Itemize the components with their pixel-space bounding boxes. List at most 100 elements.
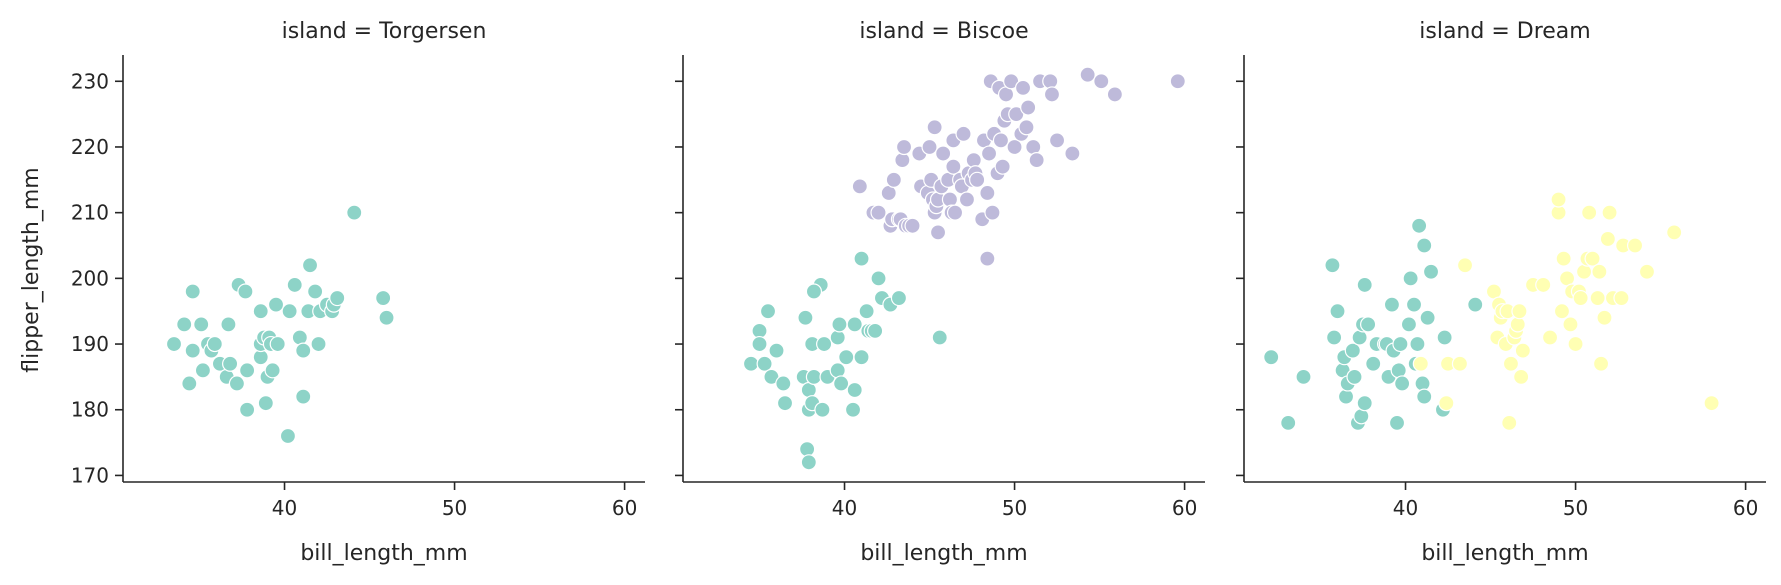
data-point — [800, 454, 817, 471]
data-point — [756, 355, 773, 372]
data-point — [286, 276, 303, 294]
data-point — [946, 204, 964, 221]
data-point — [1555, 250, 1572, 267]
x-tick-label: 50 — [1563, 496, 1588, 520]
x-tick-label: 40 — [1393, 496, 1418, 520]
y-axis-label: flipper_length_mm — [19, 167, 44, 372]
data-point — [759, 303, 777, 320]
panel-title: island = Dream — [1419, 19, 1590, 44]
data-point — [1329, 303, 1346, 320]
data-point — [1567, 335, 1584, 353]
data-point — [1025, 138, 1042, 156]
data-point — [1356, 395, 1373, 412]
data-point — [742, 355, 760, 372]
data-point — [281, 303, 298, 320]
data-point — [1572, 289, 1589, 307]
data-point — [222, 355, 239, 372]
data-point — [1079, 66, 1096, 83]
data-point — [176, 316, 193, 333]
data-point — [239, 401, 256, 418]
data-point — [291, 329, 308, 346]
data-point — [1400, 316, 1418, 333]
data-point — [858, 303, 875, 320]
data-point — [1106, 86, 1123, 103]
data-point — [846, 316, 863, 333]
data-point — [895, 138, 913, 156]
data-point — [867, 322, 884, 340]
data-point — [1513, 368, 1530, 385]
data-point — [1501, 414, 1518, 431]
data-point — [929, 224, 947, 241]
facet-panel: island = Torgersen 170 180 190 200 210 220 230 4… — [71, 19, 645, 566]
data-point — [1064, 145, 1081, 162]
data-point — [776, 395, 794, 412]
panel-title: island = Biscoe — [859, 19, 1028, 44]
data-point — [814, 401, 831, 418]
data-point — [1043, 86, 1061, 103]
data-point — [1467, 296, 1484, 313]
data-point — [1411, 217, 1428, 234]
data-point — [267, 296, 285, 313]
data-point — [295, 388, 312, 405]
data-point — [1351, 329, 1368, 346]
y-tick-label: 220 — [71, 135, 109, 159]
data-point — [1438, 395, 1455, 412]
data-point — [1326, 329, 1343, 346]
data-point — [931, 329, 948, 346]
data-point — [184, 342, 201, 359]
data-point — [1280, 414, 1297, 431]
data-point — [1412, 355, 1429, 372]
data-point — [1365, 355, 1382, 372]
data-point — [1416, 237, 1433, 254]
data-point — [844, 401, 862, 418]
data-point — [1562, 316, 1579, 333]
data-point — [846, 381, 863, 399]
data-point — [1356, 276, 1373, 294]
data-point — [269, 335, 286, 353]
x-tick-label: 50 — [1002, 496, 1027, 520]
data-point — [1599, 230, 1616, 248]
y-tick-label: 170 — [71, 463, 109, 487]
data-point — [1581, 204, 1598, 221]
data-point — [1535, 276, 1552, 294]
data-point — [1020, 99, 1037, 116]
x-tick-label: 40 — [832, 496, 857, 520]
data-point — [945, 158, 962, 175]
data-point — [969, 171, 986, 188]
data-point — [979, 250, 996, 267]
data-point — [870, 204, 887, 221]
data-point — [921, 138, 938, 156]
x-tick-label: 60 — [1172, 496, 1197, 520]
data-point — [378, 309, 395, 326]
data-point — [1541, 329, 1559, 346]
data-point — [1360, 316, 1377, 333]
data-point — [775, 375, 792, 392]
data-point — [1018, 119, 1035, 136]
data-point — [1419, 309, 1436, 326]
data-point — [1613, 289, 1630, 307]
data-point — [1514, 342, 1531, 359]
x-axis-label: bill_length_mm — [300, 541, 467, 566]
data-point — [295, 342, 312, 359]
data-point — [181, 375, 198, 392]
data-point — [816, 335, 833, 353]
data-point — [1353, 408, 1370, 425]
data-point — [1416, 388, 1433, 405]
data-point — [831, 316, 848, 333]
y-tick-label: 230 — [71, 69, 109, 93]
data-point — [1392, 335, 1409, 353]
data-point — [310, 335, 327, 353]
data-point — [1456, 257, 1474, 274]
data-point — [955, 125, 972, 142]
data-point — [1093, 73, 1110, 90]
data-point — [165, 335, 183, 353]
y-tick-label: 180 — [71, 398, 109, 422]
data-point — [220, 316, 237, 333]
data-point — [1295, 368, 1312, 385]
data-point — [194, 362, 212, 379]
data-point — [935, 145, 952, 162]
data-point — [301, 257, 319, 274]
data-point — [1436, 329, 1453, 346]
y-tick-label: 190 — [71, 332, 109, 356]
